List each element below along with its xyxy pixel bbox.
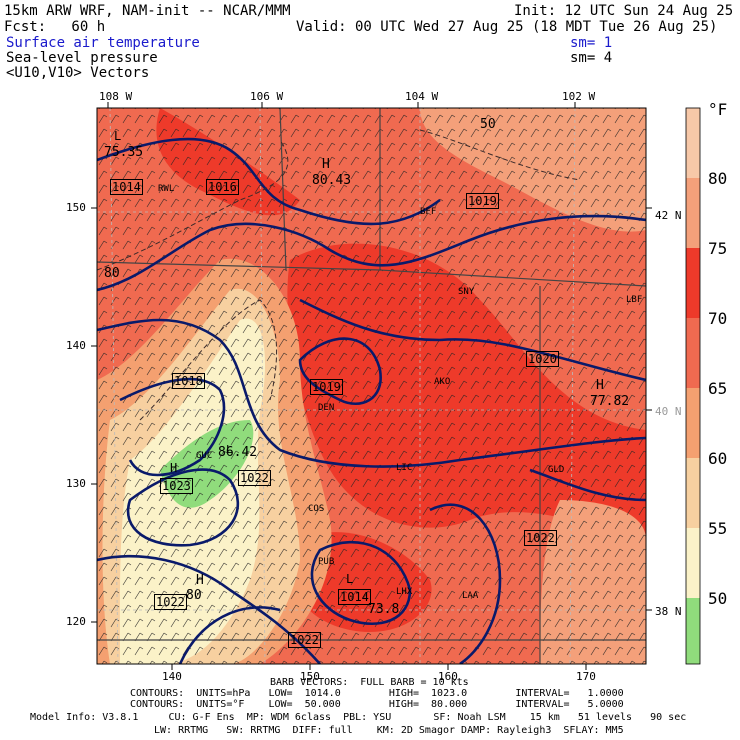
- colorbar-label-50: 50: [708, 589, 728, 608]
- map-label-high: H: [322, 157, 330, 172]
- colorbar-unit: °F: [708, 100, 728, 119]
- colorbar-label-55: 55: [708, 519, 728, 538]
- model-info: Model Info: V3.8.1 CU: G-F Ens MP: WDM 6…: [30, 712, 687, 723]
- map-station-label: LAA: [462, 591, 479, 601]
- lon-label-104w: 104 W: [405, 90, 439, 103]
- field-pressure: Sea-level pressure: [6, 50, 158, 66]
- map-temp-label: 80: [104, 266, 120, 281]
- barb-info: BARB VECTORS: FULL BARB = 10 kts: [270, 677, 469, 688]
- axis-ticks: [91, 102, 652, 670]
- valid-time: Valid: 00 UTC Wed 27 Aug 25 (18 MDT Tue …: [296, 19, 718, 35]
- map-station-label: GUC: [196, 451, 213, 461]
- map-pressure-label: 1022: [288, 632, 321, 648]
- model-title: 15km ARW WRF, NAM-init -- NCAR/MMM: [4, 3, 291, 19]
- map-station-label: RWL: [158, 184, 175, 194]
- map-pressure-label: 1019: [310, 379, 343, 395]
- map-temp-label: 73.8: [368, 602, 400, 617]
- map-label-low: L: [346, 572, 354, 586]
- map-label-low: L: [114, 129, 122, 143]
- map-label-high: H: [596, 378, 604, 393]
- map-temp-label: 86.42: [218, 445, 258, 460]
- map-label-low: L: [226, 443, 233, 456]
- init-time: Init: 12 UTC Sun 24 Aug 25: [514, 3, 734, 19]
- forecast-hour: Fcst: 60 h: [4, 19, 106, 35]
- map-lines: [97, 108, 646, 664]
- map-temp-label: 75.35: [104, 145, 144, 160]
- lon-label-102w: 102 W: [562, 90, 596, 103]
- map-pressure-label: 1022: [524, 530, 557, 546]
- map-pressure-label: 1016: [206, 179, 239, 195]
- contour-info-temperature: CONTOURS: UNITS=°F LOW= 50.000 HIGH= 80.…: [130, 699, 624, 710]
- grid-x-170: 170: [576, 670, 596, 683]
- grid-x-160: 160: [438, 670, 458, 683]
- map-station-label: SNY: [458, 287, 475, 297]
- colorbar-label-80: 80: [708, 169, 728, 188]
- contour-info-pressure: CONTOURS: UNITS=hPa LOW= 1014.0 HIGH= 10…: [130, 688, 624, 699]
- grid-y-120: 120: [66, 615, 86, 628]
- lat-label-38n: 38 N: [655, 605, 682, 618]
- smoothing-2: sm= 4: [570, 50, 613, 66]
- field-vectors: <U10,V10> Vectors: [6, 65, 150, 81]
- smoothing-1: sm= 1: [570, 35, 613, 51]
- map-station-label: LIC: [396, 463, 413, 473]
- map-pressure-label: 1014: [110, 179, 143, 195]
- map-label-high: H: [196, 573, 204, 588]
- grid-x-140: 140: [162, 670, 182, 683]
- colorbar-label-60: 60: [708, 449, 728, 468]
- map-pressure-label: 1019: [466, 193, 499, 209]
- grid-y-140: 140: [66, 339, 86, 352]
- map-station-label: LHX: [396, 587, 413, 597]
- map-temp-label: 77.82: [590, 394, 630, 409]
- map-station-label: DEN: [318, 403, 335, 413]
- map-pressure-label: 1020: [526, 351, 559, 367]
- map-station-label: GLD: [548, 465, 565, 475]
- map-pressure-label: 1023: [160, 478, 193, 494]
- field-temperature: Surface air temperature: [6, 35, 200, 51]
- map-station-label: PUB: [318, 557, 335, 567]
- map-temp-label: 50: [480, 117, 496, 132]
- model-info-physics: LW: RRTMG SW: RRTMG DIFF: full KM: 2D Sm…: [154, 725, 624, 736]
- grid-y-130: 130: [66, 477, 86, 490]
- map-station-label: LBF: [626, 295, 643, 305]
- lat-label-40n: 40 N: [655, 405, 682, 418]
- map-pressure-label: 1018: [172, 373, 205, 389]
- lon-label-108w: 108 W: [99, 90, 133, 103]
- map-station-label: AKO: [434, 377, 451, 387]
- map-pressure-label: 1014: [338, 589, 371, 605]
- colorbar: [685, 107, 701, 665]
- map-station-label: COS: [308, 504, 325, 514]
- map-pressure-label: 1022: [154, 594, 187, 610]
- colorbar-label-75: 75: [708, 239, 728, 258]
- map-station-label: BFF: [420, 207, 437, 217]
- map-temp-label: 80: [186, 588, 202, 603]
- grid-y-150: 150: [66, 201, 86, 214]
- lon-label-106w: 106 W: [250, 90, 284, 103]
- lat-label-42n: 42 N: [655, 209, 682, 222]
- map-temp-label: 80.43: [312, 173, 352, 188]
- colorbar-label-65: 65: [708, 379, 728, 398]
- map-pressure-label: 1022: [238, 470, 271, 486]
- map-label-high: H: [170, 461, 178, 475]
- colorbar-label-70: 70: [708, 309, 728, 328]
- grid-x-150: 150: [300, 670, 320, 683]
